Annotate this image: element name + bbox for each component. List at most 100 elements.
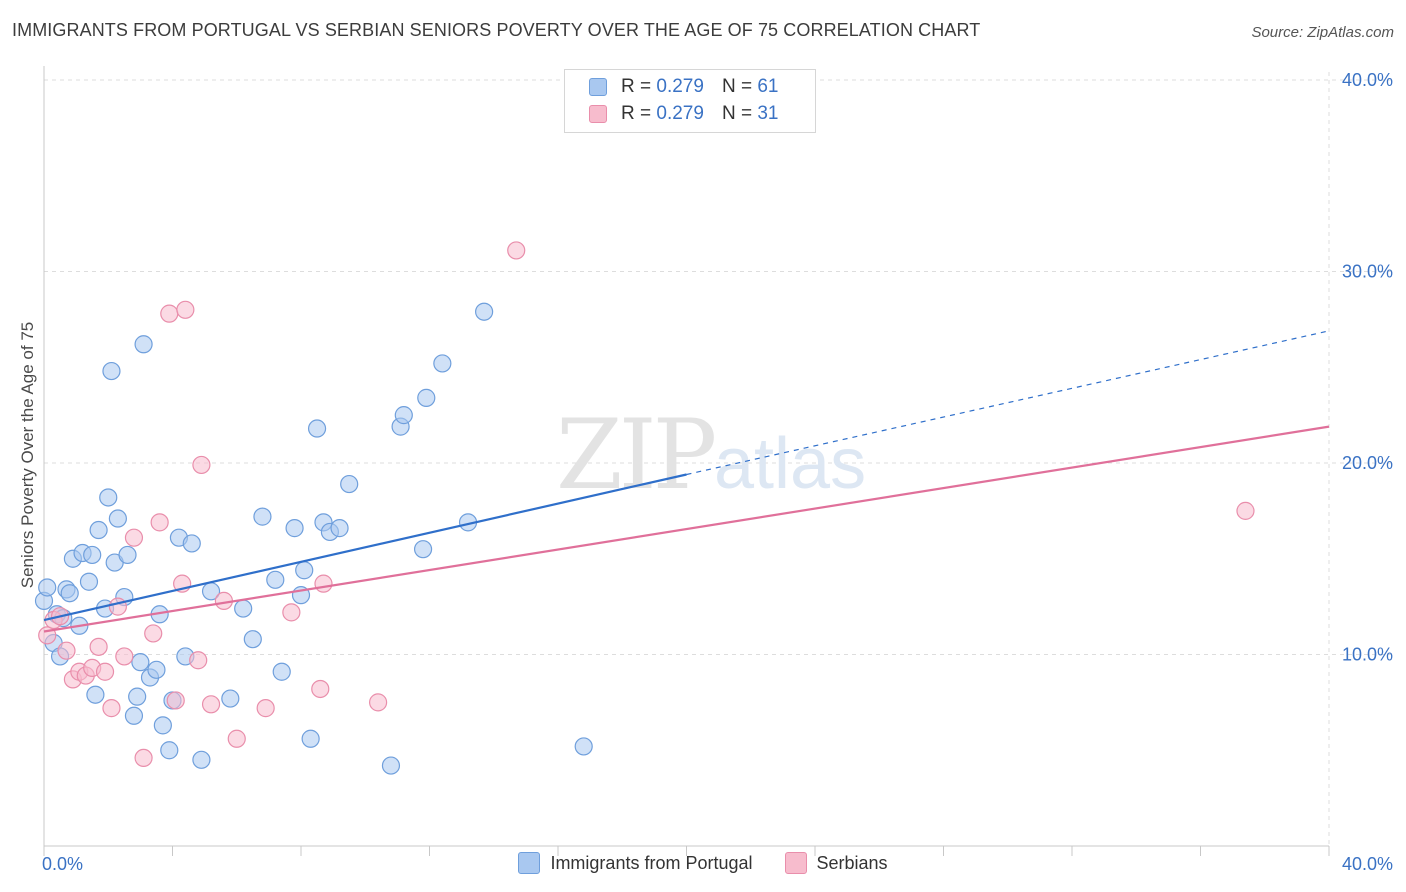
legend-n-value: 61 <box>757 76 779 97</box>
legend-n-label: N = <box>721 103 753 124</box>
point-portugal <box>86 685 105 704</box>
watermark-zip: ZIP <box>556 399 715 511</box>
point-serbian <box>369 693 388 712</box>
point-portugal <box>131 653 150 672</box>
point-serbian <box>314 574 333 593</box>
point-serbian <box>108 597 127 616</box>
point-portugal <box>394 406 413 425</box>
y-tick-label: 10.0% <box>1342 645 1393 665</box>
point-serbian <box>189 651 208 670</box>
y-axis-label: Seniors Poverty Over the Age of 75 <box>18 321 37 589</box>
point-portugal <box>301 729 320 748</box>
point-portugal <box>38 578 57 597</box>
point-serbian <box>102 699 121 718</box>
y-tick-label: 30.0% <box>1342 262 1393 282</box>
point-serbian <box>166 691 185 710</box>
point-portugal <box>102 361 121 381</box>
point-portugal <box>153 716 172 735</box>
x-tick-label: 0.0% <box>42 854 83 874</box>
point-portugal <box>381 756 401 775</box>
legend-n-label: N = <box>721 76 753 97</box>
legend-r-label: R = <box>621 103 652 124</box>
point-portugal <box>89 520 108 540</box>
correlation-legend: R = 0.279 N = 61 R = 0.279 N = 31 <box>564 69 816 133</box>
point-portugal <box>330 519 349 538</box>
source-label: Source: ZipAtlas.com <box>1251 24 1394 41</box>
series-swatch-blue <box>518 852 541 874</box>
chart-title: IMMIGRANTS FROM PORTUGAL VS SERBIAN SENI… <box>12 20 981 40</box>
series-legend-label: Serbians <box>816 852 888 873</box>
x-tick-label: 40.0% <box>1342 854 1393 874</box>
point-serbian <box>144 624 163 643</box>
point-portugal <box>307 419 327 438</box>
point-portugal <box>253 507 272 526</box>
legend-row-serbians: R = 0.279 N = 31 <box>589 102 778 126</box>
series-swatch-pink <box>784 852 807 874</box>
y-tick-label: 20.0% <box>1342 453 1393 473</box>
point-portugal <box>128 687 147 706</box>
point-serbian <box>150 513 169 532</box>
point-portugal <box>433 354 452 373</box>
point-portugal <box>182 534 201 553</box>
point-portugal <box>83 545 102 565</box>
legend-r-value: 0.279 <box>656 103 704 124</box>
legend-swatch-pink <box>589 105 607 123</box>
legend-n-value: 31 <box>757 103 779 124</box>
point-portugal <box>417 388 436 407</box>
point-portugal <box>266 570 285 589</box>
point-portugal <box>295 561 314 580</box>
point-serbian <box>95 662 115 681</box>
point-portugal <box>108 509 127 528</box>
point-serbian <box>176 300 195 319</box>
trend-layer <box>43 330 1330 633</box>
series-legend: Immigrants from Portugal Serbians <box>0 852 1406 874</box>
point-serbian <box>192 455 211 475</box>
axis-layer <box>43 66 1330 856</box>
legend-r-label: R = <box>621 76 652 97</box>
tick-labels: 10.0% 20.0% 30.0% 40.0% 0.0% 40.0% <box>42 70 1393 874</box>
point-portugal <box>134 335 153 354</box>
point-portugal <box>285 519 304 538</box>
point-portugal <box>147 660 166 679</box>
point-portugal <box>574 737 593 756</box>
point-portugal <box>79 572 99 591</box>
points-layer <box>34 241 1255 775</box>
point-serbian <box>256 699 275 718</box>
series-legend-item-serbians[interactable]: Serbians <box>784 852 888 874</box>
legend-row-portugal: R = 0.279 N = 61 <box>589 75 778 99</box>
point-serbian <box>57 641 76 660</box>
legend-swatch-blue <box>589 78 607 96</box>
point-portugal <box>99 488 118 507</box>
series-legend-item-portugal[interactable]: Immigrants from Portugal <box>518 852 753 874</box>
point-serbian <box>507 241 526 260</box>
point-portugal <box>475 302 494 321</box>
point-serbian <box>115 647 134 666</box>
point-serbian <box>89 637 108 656</box>
watermark-atlas: atlas <box>714 424 866 504</box>
trend-line-portugal <box>43 473 687 622</box>
point-serbian <box>311 679 330 699</box>
series-legend-label: Immigrants from Portugal <box>550 852 753 873</box>
point-serbian <box>124 528 144 547</box>
point-serbian <box>282 603 301 622</box>
trend-line-serbians <box>43 425 1330 633</box>
point-portugal <box>243 630 262 649</box>
point-portugal <box>124 706 144 725</box>
point-portugal <box>60 584 79 603</box>
point-portugal <box>192 750 211 769</box>
point-serbian <box>201 695 221 714</box>
point-serbian <box>227 729 246 748</box>
point-portugal <box>413 540 433 559</box>
point-serbian <box>134 748 153 768</box>
y-tick-label: 40.0% <box>1342 70 1393 90</box>
point-serbian <box>160 304 179 323</box>
point-portugal <box>340 474 359 494</box>
legend-r-value: 0.279 <box>656 76 704 97</box>
point-portugal <box>272 662 291 681</box>
point-serbian <box>1236 501 1255 520</box>
point-portugal <box>118 545 137 565</box>
point-portugal <box>160 741 179 760</box>
point-portugal <box>221 689 240 708</box>
